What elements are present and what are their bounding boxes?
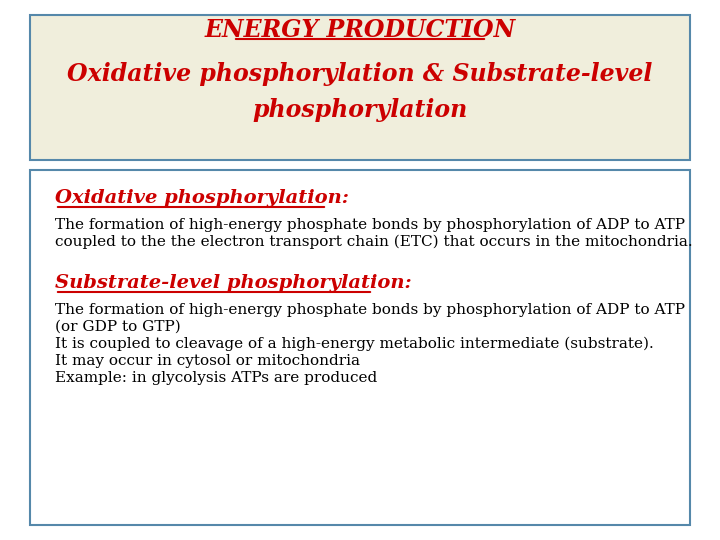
Text: Example: in glycolysis ATPs are produced: Example: in glycolysis ATPs are produced — [55, 371, 377, 385]
Text: Oxidative phosphorylation:: Oxidative phosphorylation: — [55, 189, 349, 207]
Text: coupled to the the electron transport chain (ETC) that occurs in the mitochondri: coupled to the the electron transport ch… — [55, 235, 693, 249]
Text: Substrate-level phosphorylation:: Substrate-level phosphorylation: — [55, 274, 412, 292]
Text: Oxidative phosphorylation & Substrate-level: Oxidative phosphorylation & Substrate-le… — [67, 62, 653, 86]
Text: phosphorylation: phosphorylation — [253, 98, 467, 122]
Text: It is coupled to cleavage of a high-energy metabolic intermediate (substrate).: It is coupled to cleavage of a high-ener… — [55, 337, 654, 351]
Text: The formation of high-energy phosphate bonds by phosphorylation of ADP to ATP: The formation of high-energy phosphate b… — [55, 303, 685, 317]
Text: ENERGY PRODUCTION: ENERGY PRODUCTION — [204, 18, 516, 42]
Text: (or GDP to GTP): (or GDP to GTP) — [55, 320, 181, 334]
FancyBboxPatch shape — [30, 15, 690, 160]
FancyBboxPatch shape — [30, 170, 690, 525]
Text: The formation of high-energy phosphate bonds by phosphorylation of ADP to ATP: The formation of high-energy phosphate b… — [55, 218, 685, 232]
Text: It may occur in cytosol or mitochondria: It may occur in cytosol or mitochondria — [55, 354, 360, 368]
